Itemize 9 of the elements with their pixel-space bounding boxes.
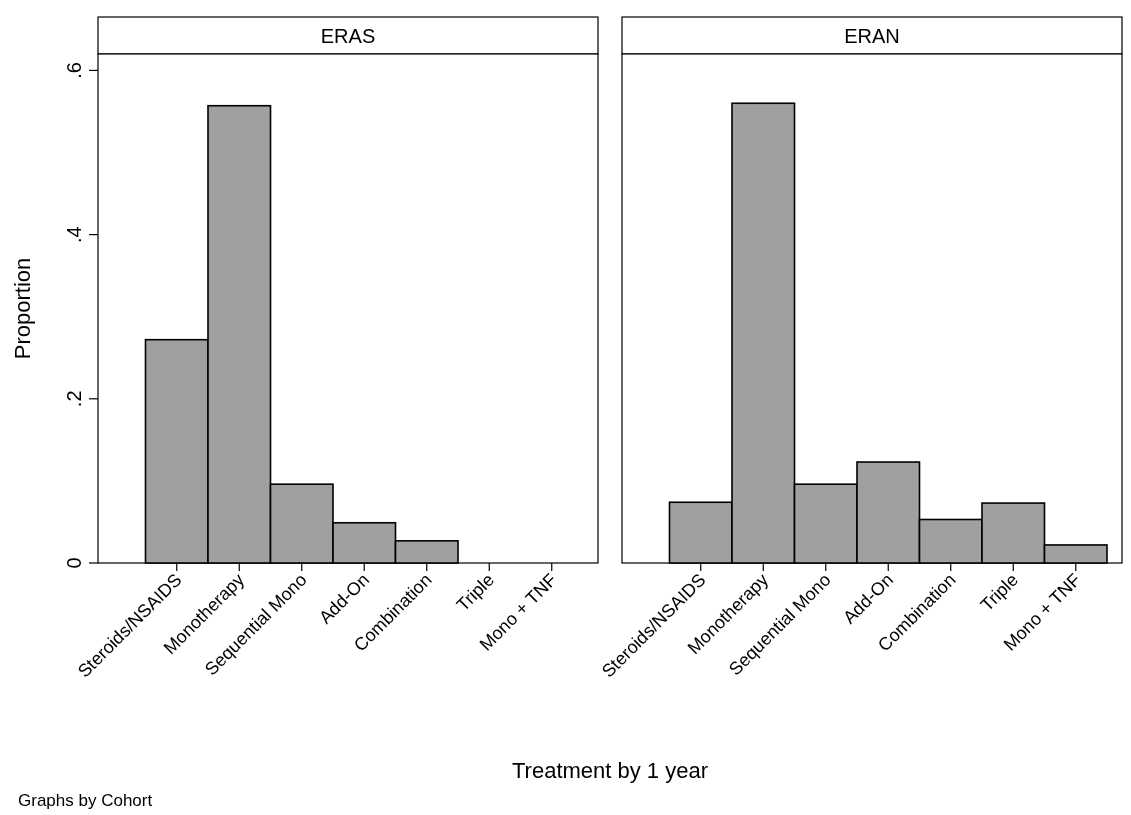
chart-title: ERAN	[844, 25, 900, 47]
chart-title: ERAS	[320, 25, 376, 47]
y-tick-label: .6	[63, 62, 85, 79]
y-tick-label: 0	[63, 557, 85, 569]
y-tick-label: .2	[63, 390, 85, 408]
y-axis-title: Proportion	[10, 257, 35, 360]
y-tick-label: .4	[63, 226, 85, 243]
x-axis-title: Treatment by 1 year	[511, 758, 709, 783]
text: Graphs by Cohort	[18, 791, 153, 810]
